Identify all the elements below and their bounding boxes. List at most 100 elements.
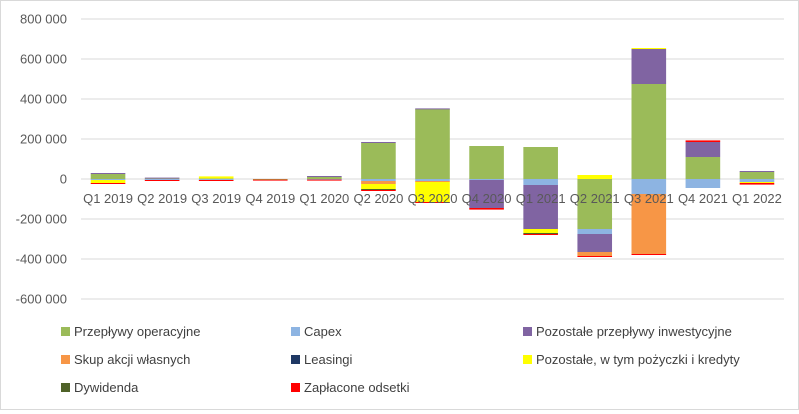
bar-segment: [361, 181, 396, 184]
x-tick-label: Q3 2019: [191, 191, 241, 206]
y-tick-label: 800 000: [20, 12, 67, 27]
bar-segment: [307, 177, 342, 179]
bar-segment: [415, 181, 450, 182]
y-tick-label: -400 000: [16, 252, 67, 267]
legend-label: Pozostałe przepływy inwestycyjne: [536, 324, 732, 339]
bar-segment: [577, 229, 613, 234]
legend-swatch: [523, 327, 532, 336]
bar-segment: [577, 252, 613, 256]
legend-swatch: [291, 327, 300, 336]
legend-label: Przepływy operacyjne: [74, 324, 200, 339]
bar-segment: [198, 180, 234, 181]
legend-label: Skup akcji własnych: [74, 352, 190, 367]
y-tick-label: 600 000: [20, 52, 67, 67]
legend-swatch: [291, 383, 300, 392]
x-tick-label: Q4 2021: [678, 191, 728, 206]
bar-segment: [523, 234, 558, 235]
bar-segment: [685, 179, 721, 188]
bar-segment: [307, 179, 342, 181]
bars: [90, 48, 775, 257]
y-tick-label: -200 000: [16, 212, 67, 227]
y-tick-label: 0: [60, 172, 67, 187]
bar-segment: [469, 179, 504, 180]
bar-segment: [469, 146, 504, 179]
bar-segment: [252, 179, 288, 180]
bar-segment: [631, 84, 667, 179]
bar-segment: [252, 179, 288, 181]
bar-segment: [90, 180, 126, 183]
bar-segment: [144, 177, 180, 179]
bar-segment: [415, 179, 450, 181]
bar-segment: [523, 229, 558, 233]
bar-segment: [469, 208, 504, 210]
bar-segment: [90, 183, 126, 184]
legend-label: Zapłacone odsetki: [304, 380, 410, 395]
bar-segment: [523, 233, 558, 234]
bar-segment: [631, 179, 667, 194]
bar-segment: [415, 182, 450, 202]
legend-swatch: [61, 327, 70, 336]
x-tick-label: Q1 2019: [83, 191, 133, 206]
bar-segment: [90, 179, 126, 180]
x-tick-label: Q4 2020: [462, 191, 512, 206]
bar-segment: [307, 176, 342, 177]
x-tick-label: Q2 2021: [570, 191, 620, 206]
y-axis-ticks: 800 000 600 000 400 000 200 000 0 -200 000 -40…: [16, 12, 67, 307]
x-tick-label: Q1 2022: [732, 191, 782, 206]
bar-segment: [631, 194, 667, 254]
bar-segment: [361, 190, 396, 191]
bar-segment: [90, 173, 126, 174]
bar-segment: [198, 179, 234, 180]
bar-segment: [523, 147, 558, 179]
x-tick-label: Q3 2020: [408, 191, 458, 206]
bar-segment: [198, 176, 234, 179]
legend-swatch: [61, 383, 70, 392]
bar-segment: [685, 157, 721, 179]
bar-segment: [631, 48, 667, 49]
bar-segment: [361, 189, 396, 190]
x-tick-label: Q1 2021: [516, 191, 566, 206]
bar-segment: [577, 175, 613, 179]
x-tick-label: Q1 2020: [299, 191, 349, 206]
bar-segment: [361, 179, 396, 181]
x-tick-label: Q4 2019: [245, 191, 295, 206]
bar-segment: [144, 180, 180, 181]
bar-segment: [685, 142, 721, 157]
legend-swatch: [523, 355, 532, 364]
y-tick-label: 400 000: [20, 92, 67, 107]
bar-segment: [577, 256, 613, 257]
bar-segment: [739, 183, 775, 185]
x-tick-label: Q3 2021: [624, 191, 674, 206]
bar-segment: [739, 171, 775, 172]
bar-segment: [361, 143, 396, 179]
legend-label: Capex: [304, 324, 342, 339]
bar-segment: [739, 172, 775, 179]
legend-label: Leasingi: [304, 352, 353, 367]
bar-segment: [361, 184, 396, 189]
bar-segment: [415, 108, 450, 110]
bar-segment: [739, 182, 775, 183]
bar-segment: [739, 179, 775, 182]
legend-swatch: [61, 355, 70, 364]
bar-segment: [631, 254, 667, 255]
bar-segment: [361, 142, 396, 143]
bar-segment: [523, 179, 558, 185]
legend-label: Dywidenda: [74, 380, 139, 395]
x-axis-ticks: Q1 2019 Q2 2019 Q3 2019 Q4 2019 Q1 2020 Q2 20…: [83, 191, 782, 206]
bar-segment: [685, 140, 721, 142]
legend-swatch: [291, 355, 300, 364]
bar-segment: [631, 49, 667, 84]
x-tick-label: Q2 2019: [137, 191, 187, 206]
bar-segment: [577, 179, 613, 229]
legend: Przepływy operacyjne Capex Pozostałe przep…: [61, 324, 740, 395]
bar-segment: [144, 179, 180, 180]
bar-segment: [523, 185, 558, 229]
bar-segment: [307, 179, 342, 180]
y-tick-label: -600 000: [16, 292, 67, 307]
bar-segment: [90, 174, 126, 179]
y-tick-label: 200 000: [20, 132, 67, 147]
bar-segment: [469, 180, 504, 208]
bar-segment: [415, 202, 450, 203]
